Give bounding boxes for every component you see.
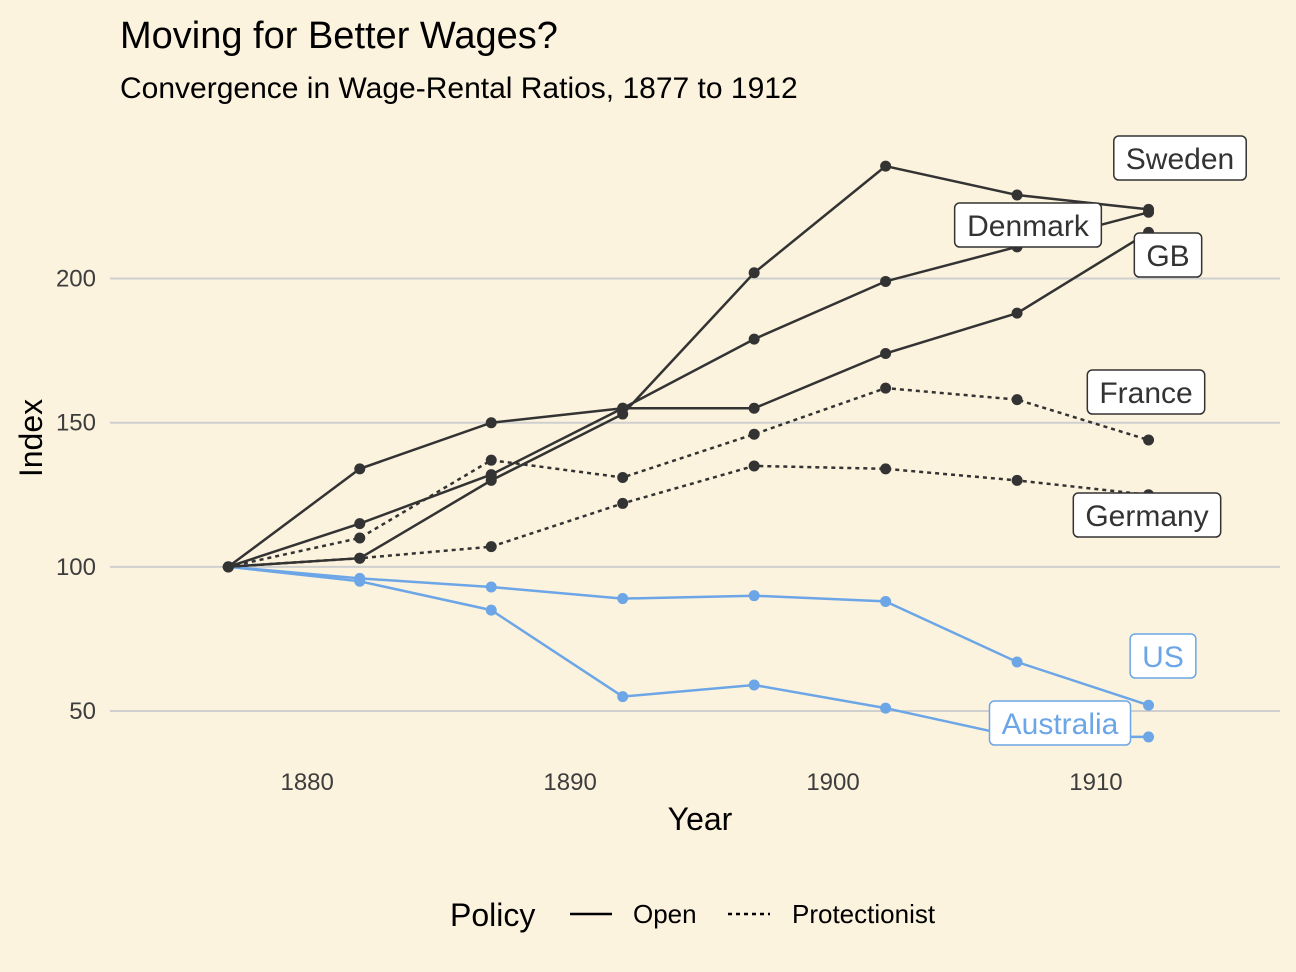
point-germany	[880, 463, 892, 475]
x-tick-label: 1890	[543, 769, 596, 796]
series-line-denmark	[227, 211, 1149, 568]
point-france	[1011, 394, 1023, 406]
point-sweden	[1143, 203, 1155, 215]
series-label-us: US	[1129, 633, 1197, 679]
point-germany	[485, 541, 497, 553]
series-line-sweden	[228, 164, 1149, 569]
point-france	[880, 382, 892, 394]
series-line-gb	[227, 231, 1150, 568]
x-tick-label: 1910	[1069, 769, 1122, 796]
label-box-us	[1129, 633, 1197, 679]
x-axis-title: Year	[668, 801, 733, 837]
point-sweden	[1011, 189, 1023, 201]
point-australia	[880, 702, 892, 714]
point-gb	[485, 417, 497, 429]
point-sweden	[354, 552, 366, 564]
point-gb	[354, 463, 366, 475]
point-denmark	[354, 518, 366, 530]
point-denmark	[748, 333, 760, 345]
series-label-denmark: Denmark	[953, 202, 1103, 248]
point-sweden	[880, 160, 892, 172]
point-france	[617, 471, 629, 483]
point-sweden	[485, 474, 497, 486]
series-sweden	[222, 160, 1155, 573]
legend-label-open: Open	[633, 899, 697, 929]
label-text-denmark: Denmark	[967, 210, 1090, 243]
label-text-sweden: Sweden	[1126, 143, 1234, 176]
legend: Policy Open Protectionist	[450, 897, 936, 933]
point-us	[617, 593, 629, 605]
label-box-france	[1086, 369, 1206, 415]
label-text-gb: GB	[1146, 240, 1189, 273]
label-text-us: US	[1142, 641, 1184, 674]
point-germany	[1011, 474, 1023, 486]
label-text-france: France	[1099, 377, 1192, 410]
label-box-australia	[988, 700, 1132, 746]
point-france	[1143, 434, 1155, 446]
x-tick-label: 1880	[280, 769, 333, 796]
series-label-sweden: Sweden	[1113, 135, 1247, 181]
point-gb	[880, 348, 892, 360]
x-tick-label: 1900	[806, 769, 859, 796]
point-australia	[485, 604, 497, 616]
point-germany	[617, 497, 629, 509]
point-us	[485, 581, 497, 593]
y-tick-label: 150	[56, 410, 96, 437]
point-sweden	[748, 267, 760, 279]
point-us	[1143, 699, 1155, 711]
point-sweden	[222, 561, 234, 573]
label-layer: Sweden Denmark GB France Germany US Australia	[953, 135, 1247, 746]
legend-title: Policy	[450, 897, 535, 933]
chart-title: Moving for Better Wages?	[120, 15, 558, 57]
point-australia	[1143, 731, 1155, 743]
point-us	[354, 572, 366, 584]
series-line-germany	[228, 464, 1149, 569]
label-text-australia: Australia	[1002, 708, 1119, 741]
series-line-france	[228, 386, 1149, 569]
axis-layer: 50 100 150 200 1880 1890 1900 1910	[56, 266, 1123, 796]
series-label-germany: Germany	[1072, 492, 1222, 538]
label-box-germany	[1072, 492, 1222, 538]
label-box-gb	[1133, 232, 1203, 278]
point-australia	[748, 679, 760, 691]
series-label-gb: GB	[1133, 232, 1203, 278]
point-us	[880, 595, 892, 607]
series-line-us	[228, 565, 1149, 707]
point-gb	[748, 402, 760, 414]
point-australia	[617, 691, 629, 703]
point-us	[1011, 656, 1023, 668]
chart-subtitle: Convergence in Wage-Rental Ratios, 1877 …	[120, 72, 798, 105]
point-denmark	[880, 275, 892, 287]
label-box-denmark	[953, 202, 1103, 248]
series-us	[222, 561, 1155, 711]
y-tick-label: 200	[56, 266, 96, 293]
series-label-australia: Australia	[988, 700, 1132, 746]
point-france	[485, 454, 497, 466]
point-france	[354, 532, 366, 544]
label-text-germany: Germany	[1085, 500, 1208, 533]
point-france	[748, 428, 760, 440]
point-us	[748, 590, 760, 602]
y-tick-label: 100	[56, 554, 96, 581]
point-gb	[1011, 307, 1023, 319]
y-axis-title: Index	[13, 399, 49, 477]
legend-label-protectionist: Protectionist	[792, 899, 936, 929]
series-label-france: France	[1086, 369, 1206, 415]
point-germany	[748, 460, 760, 472]
label-box-sweden	[1113, 135, 1247, 181]
point-sweden	[617, 408, 629, 420]
y-tick-label: 50	[69, 698, 96, 725]
